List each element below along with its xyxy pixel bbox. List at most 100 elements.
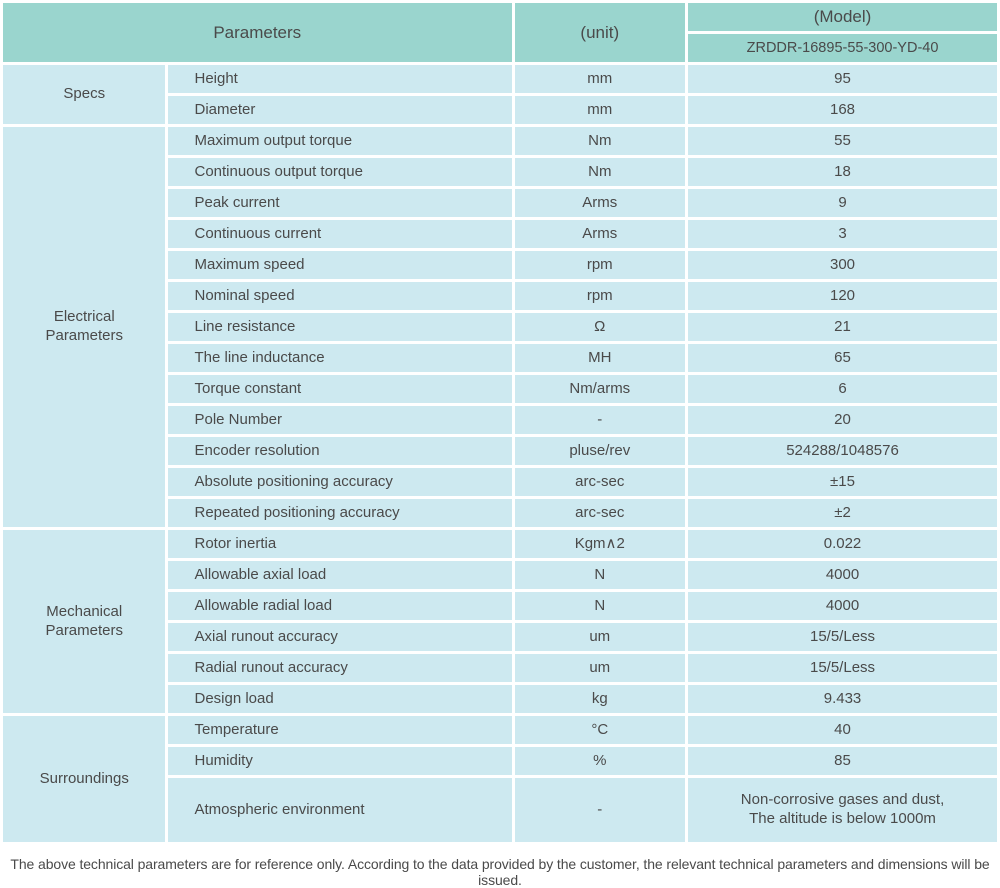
- table-row: The line inductance MH 65: [3, 344, 997, 372]
- value-cell: 524288/1048576: [688, 437, 997, 465]
- unit-cell: MH: [514, 344, 686, 372]
- value-cell: Non-corrosive gases and dust, The altitu…: [688, 778, 997, 842]
- value-cell: 15/5/Less: [688, 654, 997, 682]
- param-cell: Line resistance: [168, 313, 512, 341]
- header-row-top: Parameters (unit) (Model): [3, 3, 997, 62]
- unit-cell: pluse/rev: [514, 437, 686, 465]
- table-row: Nominal speed rpm 120: [3, 282, 997, 310]
- value-cell: 95: [688, 65, 997, 93]
- table-row: Maximum speed rpm 300: [3, 251, 997, 279]
- value-cell: 300: [688, 251, 997, 279]
- category-cell: Surroundings: [3, 716, 166, 842]
- param-cell: Maximum speed: [168, 251, 512, 279]
- table-row: Allowable axial load N 4000: [3, 561, 997, 589]
- value-cell: 4000: [688, 561, 997, 589]
- unit-cell: arc-sec: [514, 468, 686, 496]
- value-cell: 9.433: [688, 685, 997, 713]
- param-cell: Radial runout accuracy: [168, 654, 512, 682]
- value-cell: 3: [688, 220, 997, 248]
- unit-cell: Ω: [514, 313, 686, 341]
- param-cell: Height: [168, 65, 512, 93]
- unit-cell: °C: [514, 716, 686, 744]
- table-row: Absolute positioning accuracy arc-sec ±15: [3, 468, 997, 496]
- unit-cell: N: [514, 592, 686, 620]
- parameters-header-cell: Parameters: [3, 3, 512, 62]
- table-row: Continuous output torque Nm 18: [3, 158, 997, 186]
- value-cell: 168: [688, 96, 997, 124]
- value-cell: 85: [688, 747, 997, 775]
- model-value-cell: ZRDDR-16895-55-300-YD-40: [688, 34, 997, 62]
- unit-cell: -: [514, 778, 686, 842]
- param-cell: Allowable radial load: [168, 592, 512, 620]
- value-cell: ±15: [688, 468, 997, 496]
- table-row: Axial runout accuracy um 15/5/Less: [3, 623, 997, 651]
- param-cell: Temperature: [168, 716, 512, 744]
- unit-cell: %: [514, 747, 686, 775]
- category-cell: Specs: [3, 65, 166, 124]
- value-cell: 6: [688, 375, 997, 403]
- table-row: Diameter mm 168: [3, 96, 997, 124]
- table-row: Specs Height mm 95: [3, 65, 997, 124]
- table-row: Encoder resolution pluse/rev 524288/104857…: [3, 437, 997, 465]
- param-cell: Continuous current: [168, 220, 512, 248]
- value-cell: ±2: [688, 499, 997, 527]
- unit-cell: Nm: [514, 127, 686, 155]
- footer-note: The above technical parameters are for r…: [10, 856, 990, 888]
- param-cell: Continuous output torque: [168, 158, 512, 186]
- value-cell: 18: [688, 158, 997, 186]
- unit-cell: rpm: [514, 282, 686, 310]
- value-cell: 15/5/Less: [688, 623, 997, 651]
- table-row: Allowable radial load N 4000: [3, 592, 997, 620]
- table-header: Parameters (unit) (Model) ZRDDR-16895-55…: [3, 3, 997, 62]
- param-cell: Torque constant: [168, 375, 512, 403]
- param-cell: Allowable axial load: [168, 561, 512, 589]
- value-cell: 65: [688, 344, 997, 372]
- param-cell: Axial runout accuracy: [168, 623, 512, 651]
- unit-cell: Arms: [514, 220, 686, 248]
- unit-cell: Arms: [514, 189, 686, 217]
- unit-cell: N: [514, 561, 686, 589]
- param-cell: Pole Number: [168, 406, 512, 434]
- param-cell: Maximum output torque: [168, 127, 512, 155]
- table-row: Design load kg 9.433: [3, 685, 997, 713]
- value-cell: 4000: [688, 592, 997, 620]
- model-header-cell: (Model): [688, 3, 997, 31]
- table-row: Radial runout accuracy um 15/5/Less: [3, 654, 997, 682]
- table-row: Peak current Arms 9: [3, 189, 997, 217]
- unit-cell: kg: [514, 685, 686, 713]
- param-cell: Design load: [168, 685, 512, 713]
- param-cell: Peak current: [168, 189, 512, 217]
- unit-cell: Nm/arms: [514, 375, 686, 403]
- category-cell: Electrical Parameters: [3, 127, 166, 527]
- unit-cell: -: [514, 406, 686, 434]
- param-cell: Atmospheric environment: [168, 778, 512, 842]
- table-row: Humidity% 85: [3, 747, 997, 775]
- value-cell: 9: [688, 189, 997, 217]
- value-cell: 40: [688, 716, 997, 744]
- value-cell: 120: [688, 282, 997, 310]
- table-row: Repeated positioning accuracy arc-sec ±2: [3, 499, 997, 527]
- unit-cell: rpm: [514, 251, 686, 279]
- param-cell: The line inductance: [168, 344, 512, 372]
- param-cell: Rotor inertia: [168, 530, 512, 558]
- table-row: Pole Number -20: [3, 406, 997, 434]
- value-cell: 55: [688, 127, 997, 155]
- unit-cell: mm: [514, 65, 686, 93]
- unit-cell: Nm: [514, 158, 686, 186]
- value-cell: 0.022: [688, 530, 997, 558]
- table-row: Continuous current Arms 3: [3, 220, 997, 248]
- header-row-model: ZRDDR-16895-55-300-YD-40: [3, 34, 997, 62]
- table-body: Specs Height mm 95 Diameter mm 168 Electrical P…: [3, 65, 997, 842]
- table-row: Mechanical Parameters Rotor inertia Kgm∧2 0…: [3, 530, 997, 713]
- table-row: Atmospheric environment - Non-corrosive ga…: [3, 778, 997, 842]
- param-cell: Diameter: [168, 96, 512, 124]
- category-cell: Mechanical Parameters: [3, 530, 166, 713]
- param-cell: Absolute positioning accuracy: [168, 468, 512, 496]
- table-row: Electrical Parameters Maximum output torq…: [3, 127, 997, 527]
- unit-cell: um: [514, 623, 686, 651]
- param-cell: Encoder resolution: [168, 437, 512, 465]
- table-row: Torque constant Nm/arms 6: [3, 375, 997, 403]
- unit-cell: mm: [514, 96, 686, 124]
- unit-cell: arc-sec: [514, 499, 686, 527]
- param-cell: Humidity: [168, 747, 512, 775]
